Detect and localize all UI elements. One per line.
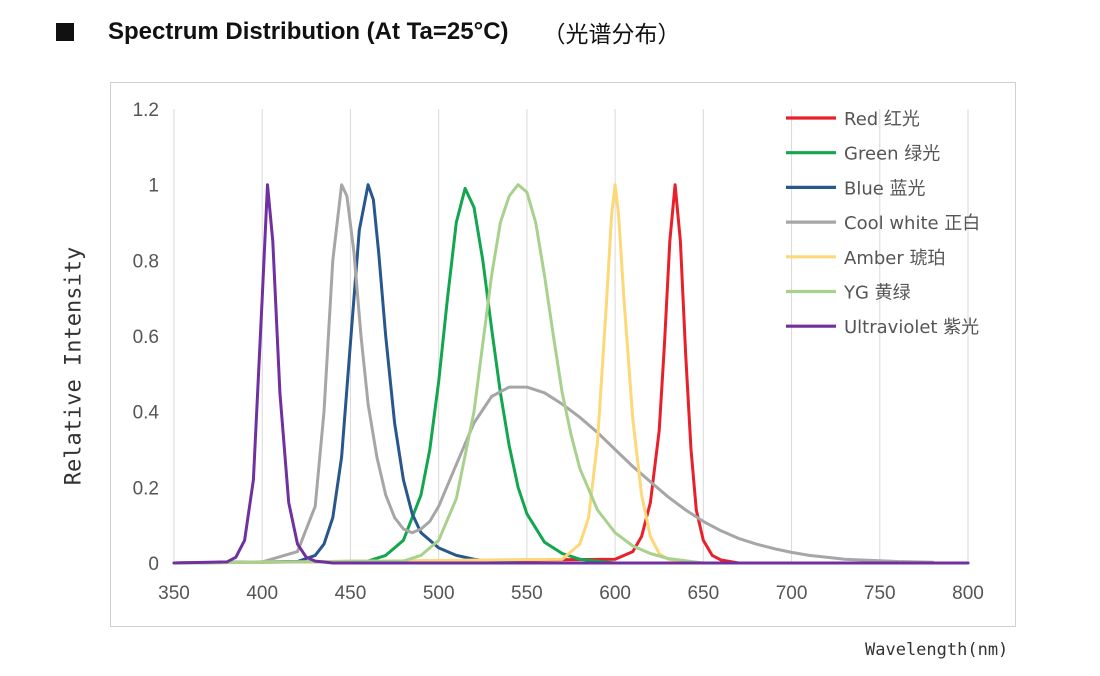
series-line — [172, 183, 970, 565]
legend-label: Blue 蓝光 — [844, 178, 926, 199]
y-axis-label: Relative Intensity — [61, 246, 87, 486]
y-tick-label: 0 — [148, 554, 159, 575]
legend-label: YG 黄绿 — [843, 283, 911, 304]
chart-frame — [110, 82, 1016, 627]
x-axis-label: Wavelength(nm) — [865, 640, 1009, 660]
y-tick-label: 0.4 — [133, 403, 160, 424]
x-tick-label: 400 — [246, 583, 278, 604]
y-tick-label: 1 — [148, 176, 159, 197]
series-lines — [172, 183, 970, 565]
legend-label: Amber 琥珀 — [844, 248, 945, 269]
x-tick-label: 450 — [335, 583, 367, 604]
series-line — [172, 183, 970, 565]
x-tick-label: 800 — [952, 583, 984, 604]
y-tick-label: 0.6 — [133, 327, 159, 348]
legend-label: Green 绿光 — [844, 144, 940, 165]
series-line — [172, 183, 970, 565]
section-title: Spectrum Distribution (At Ta=25°C) — [108, 18, 509, 45]
y-tick-label: 1.2 — [133, 100, 159, 121]
series-line — [172, 183, 970, 565]
series-line — [172, 183, 970, 565]
x-tick-label: 750 — [864, 583, 896, 604]
legend-label: Red 红光 — [844, 109, 920, 130]
legend: Red 红光 Green 绿光 Blue 蓝光 Cool white 正白 Amber … — [786, 109, 980, 338]
x-tick-label: 600 — [599, 583, 631, 604]
legend-label: Cool white 正白 — [844, 213, 980, 234]
section-heading: Spectrum Distribution (At Ta=25°C) （光谱分布… — [56, 14, 681, 50]
y-tick-label: 0.8 — [133, 251, 159, 272]
series-line — [172, 183, 935, 565]
bullet-square-icon — [56, 23, 74, 41]
section-subtitle: （光谱分布） — [542, 22, 681, 48]
axis-ticks: 350 400 450 500 550 600 650 700 750 800 0 0.2 0.4 0.6… — [133, 100, 984, 604]
x-tick-label: 550 — [511, 583, 543, 604]
series-line — [172, 186, 970, 565]
y-tick-label: 0.2 — [133, 478, 159, 499]
legend-label: Ultraviolet 紫光 — [844, 317, 979, 338]
x-tick-label: 700 — [776, 583, 808, 604]
x-tick-label: 650 — [687, 583, 719, 604]
x-tick-label: 500 — [423, 583, 455, 604]
x-tick-label: 350 — [158, 583, 190, 604]
